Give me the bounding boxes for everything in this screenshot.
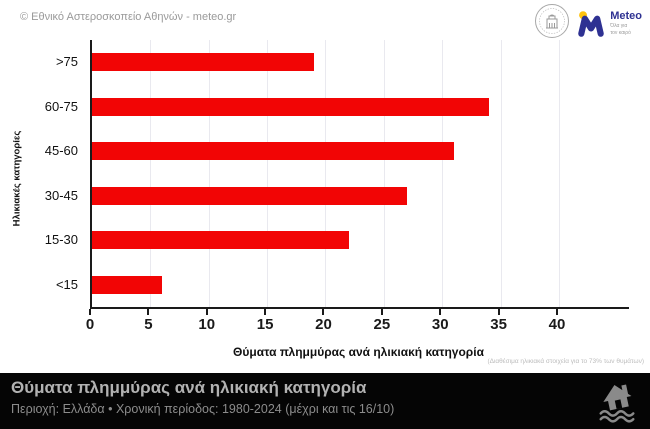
gridline-30: [442, 40, 444, 307]
header-logos: Meteo Όλα για τον καιρό: [534, 3, 642, 44]
x-axis-label: Θύματα πλημμύρας ανά ηλικιακή κατηγορία: [233, 345, 484, 359]
flooded-house-icon: [594, 378, 640, 429]
gridline-15: [267, 40, 269, 307]
bar-row-4: [92, 231, 349, 250]
bar-row-0: [92, 53, 314, 72]
plot-area: [90, 40, 629, 309]
category-label-5: <15: [55, 276, 78, 292]
category-label-3: 30-45: [44, 187, 78, 203]
x-ticks: 0 5 10 15 20 25 30 35 40: [86, 309, 627, 339]
x-tick-label-30: 30: [431, 316, 449, 333]
banner-title: Θύματα πλημμύρας ανά ηλικιακή κατηγορία: [11, 378, 367, 397]
bar-row-1: [92, 97, 489, 116]
meteo-m-icon: [578, 10, 605, 37]
x-tick-mark-10: [205, 309, 208, 315]
footer-banner: Θύματα πλημμύρας ανά ηλικιακή κατηγορία …: [0, 373, 650, 429]
chart-footnote: (Διαθέσιμα ηλικιακά στοιχεία για το 73% …: [487, 358, 644, 365]
x-tick-mark-35: [497, 309, 500, 315]
bar-row-2: [92, 142, 454, 161]
gridline-20: [325, 40, 327, 307]
category-label-0: >75: [55, 54, 78, 70]
x-tick-label-15: 15: [256, 316, 274, 333]
x-tick-label-25: 25: [373, 316, 391, 333]
meteo-tagline-2: τον καιρό: [610, 30, 631, 36]
category-labels: >75 60-75 45-60 30-45 15-30 <15: [0, 40, 84, 307]
gridline-10: [208, 40, 210, 307]
x-tick-label-35: 35: [490, 316, 507, 333]
bar-row-5: [92, 275, 163, 294]
meteo-wordmark: Meteo Όλα για τον καιρό: [610, 11, 642, 36]
x-tick-mark-5: [147, 309, 150, 315]
x-tick-label-40: 40: [548, 316, 566, 333]
category-label-4: 15-30: [44, 232, 78, 248]
gridline-40: [558, 40, 560, 307]
x-tick-label-0: 0: [85, 316, 95, 333]
x-tick-mark-20: [322, 309, 325, 315]
gridline-5: [150, 40, 152, 307]
gridline-25: [383, 40, 385, 307]
observatory-seal-logo: [534, 3, 570, 44]
x-tick-mark-0: [89, 309, 91, 315]
x-tick-mark-40: [555, 309, 558, 315]
bar-row-3: [92, 186, 408, 205]
meteo-logo: Meteo Όλα για τον καιρό: [576, 9, 642, 39]
meteo-tagline-1: Όλα για: [610, 23, 628, 29]
copyright-text: © Εθνικό Αστεροσκοπείο Αθηνών - meteo.gr: [20, 11, 237, 23]
meteo-name: Meteo: [610, 10, 642, 22]
category-label-1: 60-75: [44, 98, 78, 114]
gridline-35: [500, 40, 502, 307]
category-label-2: 45-60: [44, 143, 78, 159]
x-tick-mark-25: [380, 309, 383, 315]
x-tick-mark-15: [264, 309, 267, 315]
banner-subtitle: Περιοχή: Ελλάδα • Χρονική περίοδος: 1980…: [11, 402, 395, 416]
x-tick-mark-30: [439, 309, 442, 315]
x-tick-label-10: 10: [198, 316, 216, 333]
x-tick-label-5: 5: [144, 316, 153, 333]
x-tick-label-20: 20: [315, 316, 332, 333]
